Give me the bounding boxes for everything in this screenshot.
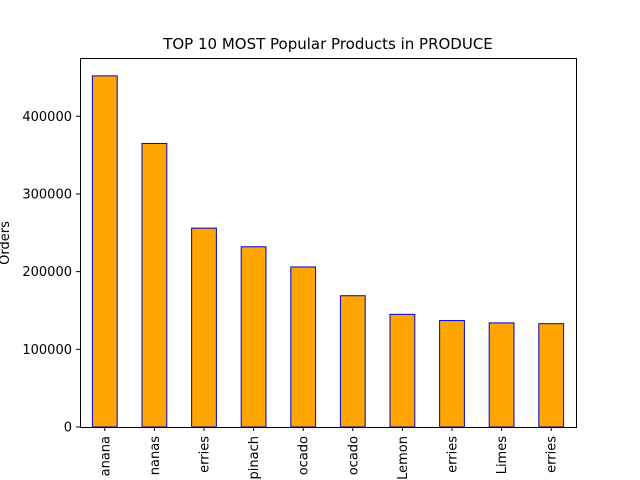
plot-area-frame xyxy=(80,58,577,428)
x-tick-label: erries xyxy=(545,436,560,473)
x-tick-label: Limes xyxy=(495,436,510,475)
bar-3 xyxy=(191,227,217,428)
chart-title: TOP 10 MOST Popular Products in PRODUCE xyxy=(162,35,493,53)
x-tick-label: erries xyxy=(446,436,461,473)
y-tick-label: 100000 xyxy=(22,343,72,358)
y-axis-ticks: 0 100000 200000 300000 400000 xyxy=(22,110,80,436)
bar-5 xyxy=(290,266,317,428)
bar-7 xyxy=(389,313,416,428)
bars-group xyxy=(91,75,565,428)
bar-2 xyxy=(141,142,168,428)
y-tick-label: 300000 xyxy=(22,187,72,202)
x-tick-label: ocado xyxy=(297,436,312,475)
x-tick-label: pinach xyxy=(247,436,262,479)
bar-9 xyxy=(488,322,515,428)
bar-6 xyxy=(339,295,366,428)
y-axis-label: Orders xyxy=(0,221,13,265)
bar-8 xyxy=(439,320,465,428)
x-tick-label: anana xyxy=(98,436,113,476)
y-tick-label: 200000 xyxy=(22,265,72,280)
y-tick-label: 400000 xyxy=(22,110,72,125)
x-axis-ticks: anana nanas erries pinach ocado ocado Lemon err… xyxy=(98,427,560,480)
bar-1 xyxy=(91,75,118,428)
bar-10 xyxy=(538,323,565,428)
bar-4 xyxy=(240,246,267,428)
x-tick-label: erries xyxy=(198,436,213,473)
x-tick-label: nanas xyxy=(148,436,163,475)
y-tick-label: 0 xyxy=(64,421,72,436)
x-tick-label: Lemon xyxy=(396,436,411,480)
x-tick-label: ocado xyxy=(346,436,361,475)
